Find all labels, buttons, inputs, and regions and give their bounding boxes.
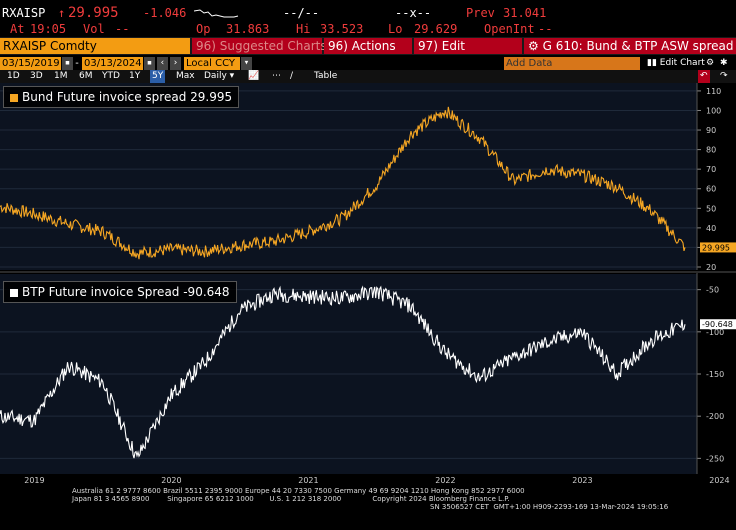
chevron-left-icon[interactable]: ‹ (157, 57, 168, 70)
end-date-field[interactable]: 03/13/2024 (82, 57, 143, 70)
at-label: At (10, 22, 25, 36)
btp-plot: -50 -100 -150 -200 -250 -90.648 (0, 273, 736, 474)
period-5y[interactable]: 5Y (150, 70, 166, 83)
x-tick-label: 2022 (435, 476, 456, 485)
btp-last-value-label: -90.648 (702, 320, 733, 329)
suggested-charts-button[interactable]: 96) Suggested Charts (192, 38, 327, 54)
calendar-icon[interactable]: ▪ (144, 57, 155, 70)
redo-icon[interactable]: ↷ (720, 71, 728, 81)
prev-value: 31.041 (503, 6, 547, 20)
btp-tick-label: -150 (706, 370, 724, 379)
period-max[interactable]: Max (176, 71, 195, 81)
footer-session: SN 3506527 CET GMT+1:00 H909-2293-169 13… (430, 503, 669, 511)
function-toolbar: RXAISP Comdty 96) Suggested Charts 96) A… (0, 37, 736, 55)
bund-tick-label: 20 (706, 263, 716, 272)
bund-tick-label: 90 (706, 126, 716, 135)
table-button[interactable]: Table (314, 71, 338, 81)
x-tick-label: 2023 (572, 476, 593, 485)
bund-tick-label: 40 (706, 224, 716, 233)
undo-icon[interactable]: ↶ (698, 70, 710, 83)
period-1m[interactable]: 1M (54, 71, 68, 81)
draw-icon[interactable]: ∕ (290, 71, 294, 81)
high-value: 33.523 (320, 22, 364, 36)
period-bar: 1D 3D 1M 6M YTD 1Y 5Y Max Daily ▾ 📈 ⋯ ∕ … (0, 70, 736, 83)
x-tick-label: 2020 (161, 476, 182, 485)
ticker: RXAISP (2, 6, 46, 20)
bund-tick-label: 50 (706, 204, 716, 213)
quote-header: RXAISP ↑ 29.995 -1.046 --/-- --x-- Prev … (0, 6, 736, 20)
bund-plot: 203040506070809010011029.995 (0, 83, 736, 272)
x-tick-label: 2024 (709, 476, 730, 485)
chart-style-icon[interactable]: ⋯ (272, 71, 281, 81)
openint-label: OpenInt (484, 22, 535, 36)
btp-tick-label: -100 (706, 328, 724, 337)
low-value: 29.629 (414, 22, 458, 36)
btp-tick-label: -50 (706, 286, 719, 295)
x-tick-label: 2019 (24, 476, 45, 485)
cog-icon[interactable]: ✱ (720, 58, 728, 68)
bund-tick-label: 110 (706, 87, 721, 96)
bars-icon: ▮▮ (647, 58, 660, 68)
x-tick-label: 2021 (298, 476, 319, 485)
bund-tick-label: 80 (706, 146, 716, 155)
high-label: Hi (296, 22, 311, 36)
period-6m[interactable]: 6M (79, 71, 93, 81)
chevron-right-icon[interactable]: › (170, 57, 181, 70)
btp-series-line (0, 285, 686, 459)
start-date-field[interactable]: 03/15/2019 (0, 57, 61, 70)
size: --x-- (395, 6, 432, 20)
open-label: Op (196, 22, 211, 36)
open-value: 31.863 (226, 22, 270, 36)
btp-last-value-tag (700, 319, 736, 330)
footer-contacts-1: Australia 61 2 9777 8600 Brazil 5511 239… (72, 487, 525, 495)
bund-panel-bg (0, 83, 697, 270)
bund-tick-label: 60 (706, 185, 716, 194)
btp-legend[interactable]: BTP Future invoice Spread -90.648 (3, 281, 237, 303)
chart-title: ⚙ G 610: Bund & BTP ASW spread (524, 38, 736, 54)
bund-legend[interactable]: Bund Future invoice spread 29.995 (3, 86, 240, 108)
legend-swatch (10, 288, 18, 297)
security-field[interactable]: RXAISP Comdty (0, 38, 190, 54)
sparkline-icon (194, 9, 239, 18)
bund-series-line (0, 106, 686, 260)
openint-value: -- (538, 22, 553, 36)
currency-select[interactable]: Local CCY (184, 57, 240, 70)
line-chart-icon[interactable]: 📈 (248, 71, 260, 81)
chevron-down-icon[interactable]: ▾ (241, 57, 252, 70)
btp-tick-label: -250 (706, 454, 724, 463)
gear-icon[interactable]: ⚙ (528, 39, 539, 53)
gear-icon[interactable]: ⚙ (706, 58, 715, 68)
price-change: -1.046 (143, 6, 187, 20)
quote-header-2: At 19:05 Vol -- Op 31.863 Hi 33.523 Lo 2… (0, 22, 736, 36)
bund-last-value-tag (700, 242, 736, 253)
footer-contacts-2: Japan 81 3 4565 8900 Singapore 65 6212 1… (72, 495, 510, 503)
frequency-select[interactable]: Daily ▾ (204, 71, 235, 81)
low-label: Lo (388, 22, 403, 36)
actions-button[interactable]: 96) Actions (324, 38, 412, 54)
edit-chart-button[interactable]: ▮▮ Edit Chart (647, 58, 705, 68)
bund-tick-label: 70 (706, 165, 716, 174)
up-down-icon: ↑ (58, 6, 66, 20)
period-3d[interactable]: 3D (30, 71, 43, 81)
last-price: 29.995 (68, 5, 119, 21)
vol-value: -- (115, 22, 130, 36)
period-1d[interactable]: 1D (7, 71, 20, 81)
period-1y[interactable]: 1Y (129, 71, 141, 81)
bund-tick-label: 100 (706, 106, 721, 115)
legend-swatch (10, 93, 18, 102)
add-data-field[interactable]: Add Data (504, 57, 640, 70)
bid-ask: --/-- (283, 6, 320, 20)
chart-canvas[interactable]: 203040506070809010011029.995 -50-100-150… (0, 83, 736, 488)
btp-tick-label: -200 (706, 412, 724, 421)
edit-button[interactable]: 97) Edit (414, 38, 522, 54)
vol-label: Vol (83, 22, 105, 36)
date-range-bar: 03/15/2019 ▪ - 03/13/2024 ▪ ‹ › Local CC… (0, 57, 736, 70)
prev-label: Prev (466, 6, 495, 20)
at-time: 19:05 (30, 22, 67, 36)
calendar-icon[interactable]: ▪ (62, 57, 73, 70)
period-ytd[interactable]: YTD (102, 71, 120, 81)
bund-last-value-label: 29.995 (702, 243, 730, 252)
